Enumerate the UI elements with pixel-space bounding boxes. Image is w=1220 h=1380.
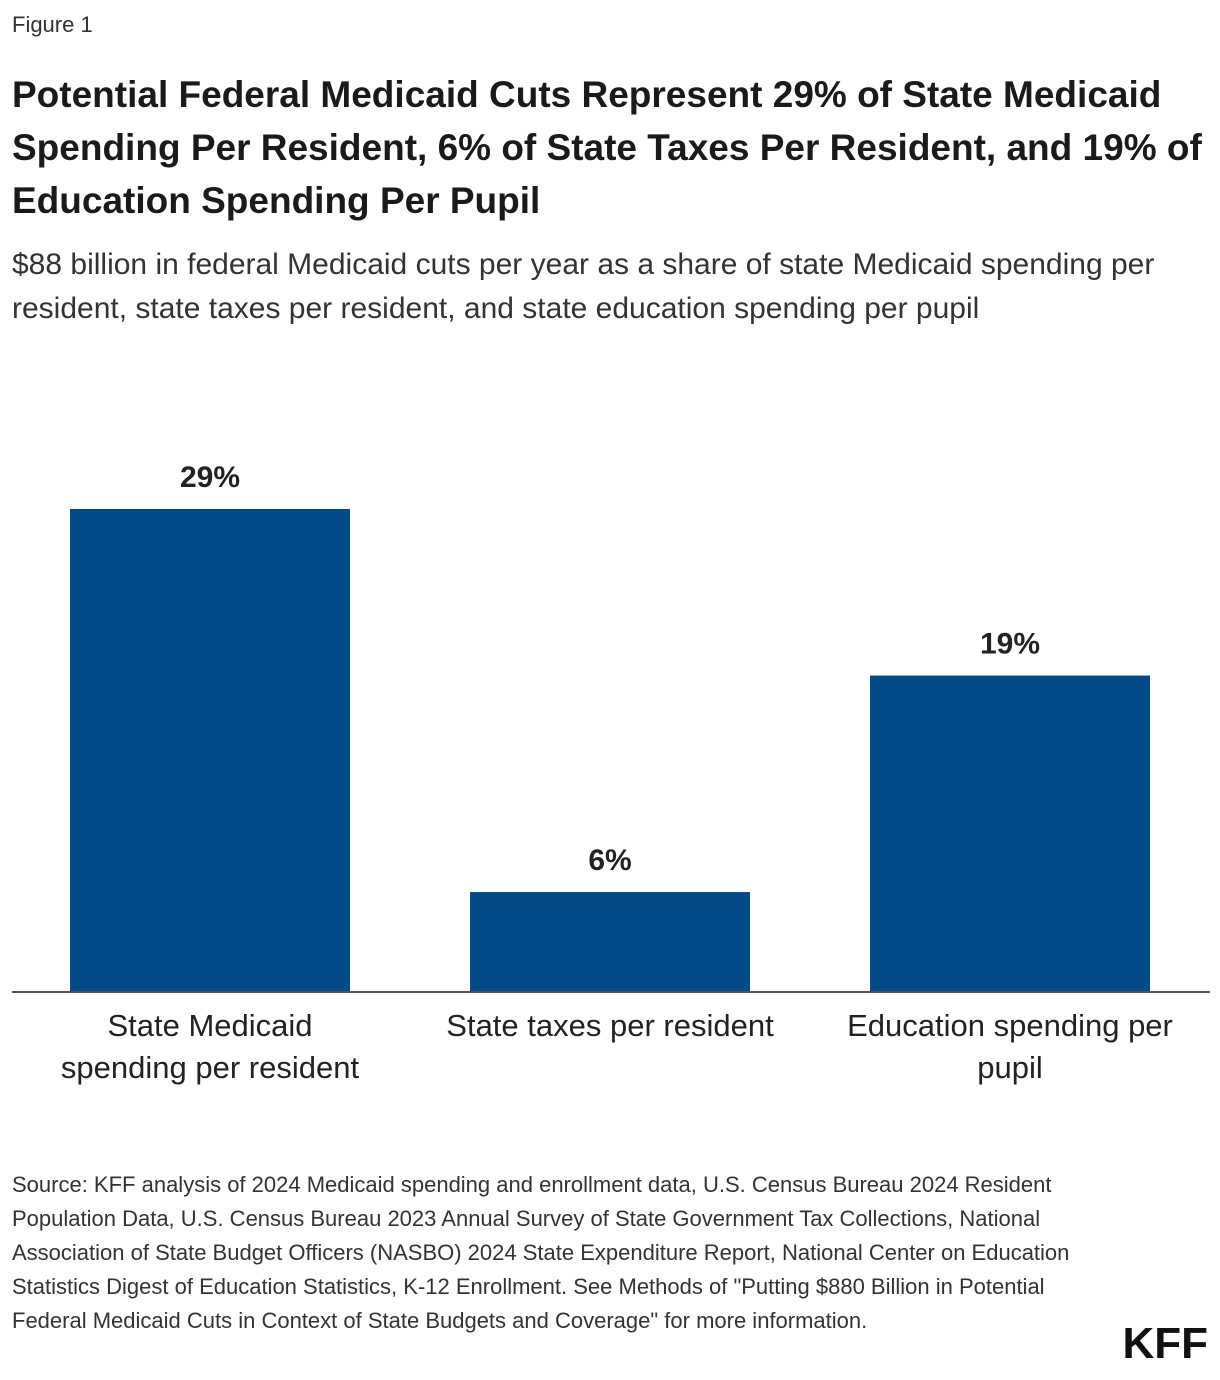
figure-label: Figure 1 xyxy=(12,12,93,37)
data-label-3: 19% xyxy=(980,628,1040,661)
source-note: Source: KFF analysis of 2024 Medicaid sp… xyxy=(12,1172,1070,1333)
bar-chart: 29% State Medicaid spending per resident 6%… xyxy=(12,461,1210,1085)
data-label-1: 29% xyxy=(180,461,240,494)
bar-3 xyxy=(870,675,1150,992)
bar-1 xyxy=(70,509,350,992)
bar-2 xyxy=(470,892,750,992)
category-label-1: State Medicaid spending per resident xyxy=(61,1008,360,1085)
category-label-2: State taxes per resident xyxy=(446,1008,774,1043)
chart-title: Potential Federal Medicaid Cuts Represen… xyxy=(12,74,1202,221)
data-label-2: 6% xyxy=(588,844,631,877)
kff-logo: KFF xyxy=(1122,1319,1208,1368)
category-label-3: Education spending per pupil xyxy=(847,1008,1173,1085)
chart-subtitle: $88 billion in federal Medicaid cuts per… xyxy=(12,248,1155,325)
